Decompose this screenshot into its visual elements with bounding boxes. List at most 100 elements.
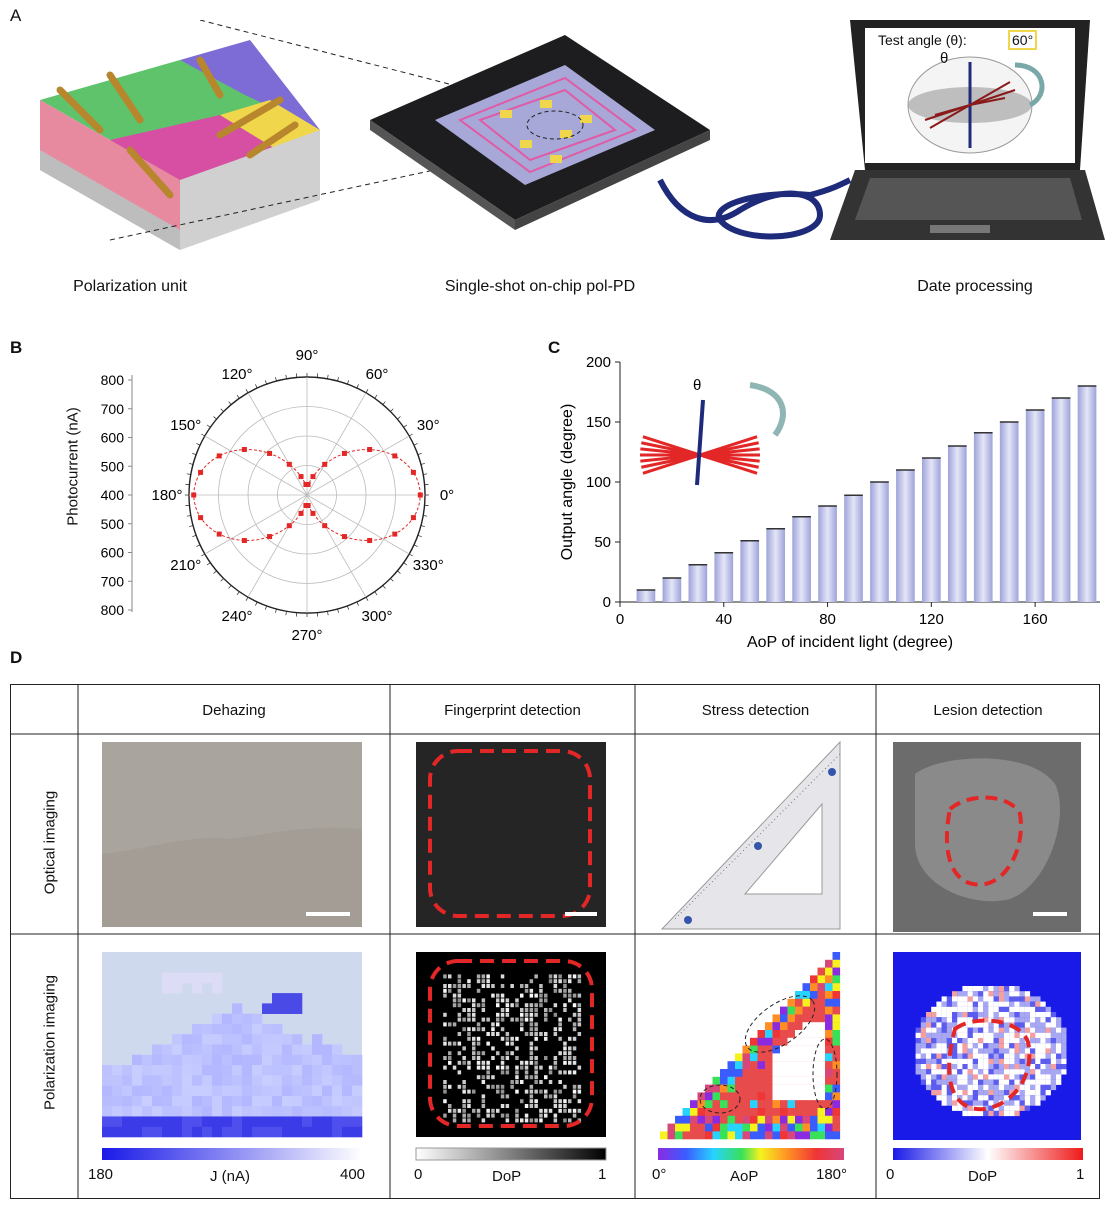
pixel [682, 1108, 691, 1116]
pixel [1050, 1069, 1057, 1075]
pixel [978, 1058, 984, 1065]
polar-point [241, 447, 247, 453]
pixel [342, 1126, 353, 1138]
pixel [1030, 1006, 1036, 1013]
pixel [832, 983, 841, 992]
pixel [1045, 1038, 1051, 1044]
pixel [832, 1108, 841, 1116]
pixel [1035, 1069, 1041, 1075]
pixel [780, 1053, 788, 1062]
pixel [780, 1123, 788, 1132]
polar-outer-tick [220, 408, 224, 412]
pixel [212, 972, 223, 984]
pixel [472, 1027, 476, 1032]
pixel [332, 1106, 343, 1117]
pixel [682, 1115, 691, 1124]
pixel [757, 1030, 766, 1038]
pixel [972, 1095, 979, 1101]
pixel [998, 1069, 1005, 1075]
pixel [252, 1095, 263, 1107]
pixel [825, 975, 833, 984]
pixel [795, 1076, 803, 1085]
polar-outer-tick [374, 394, 378, 399]
pixel [1009, 1017, 1015, 1023]
pixel [352, 1126, 363, 1138]
pixel [232, 1126, 243, 1138]
pixel [920, 1064, 927, 1070]
pixel [172, 1054, 183, 1066]
pixel [443, 1089, 447, 1094]
pixel [443, 1099, 447, 1104]
pixel [735, 1076, 743, 1085]
pixel [481, 979, 486, 984]
pixel [292, 1065, 303, 1076]
pixel [978, 1064, 984, 1070]
pixel [486, 1108, 490, 1113]
pixel [967, 1043, 973, 1049]
pixel [202, 1054, 213, 1066]
pixel [312, 1044, 323, 1056]
pixel [192, 1075, 203, 1086]
polar-point [286, 461, 292, 467]
pixel [332, 1126, 343, 1138]
pixel [957, 996, 963, 1002]
pixel [697, 1131, 706, 1140]
pixel [1045, 1032, 1051, 1039]
pixel [496, 1003, 500, 1008]
screen-value: 60° [1008, 30, 1038, 50]
pixel [998, 1012, 1005, 1018]
pixel [817, 1053, 826, 1062]
pixel [926, 1043, 932, 1049]
pixel [132, 1085, 143, 1097]
pixel [962, 1048, 968, 1054]
polar-outer-tick [206, 424, 211, 428]
pixel [332, 1065, 343, 1076]
pixel [553, 1089, 558, 1094]
polar-spoke [306, 494, 410, 555]
pixel [534, 1099, 538, 1104]
pixel [553, 1056, 558, 1060]
pixel [941, 1012, 947, 1018]
pixel [520, 1022, 524, 1027]
pixel [757, 1131, 766, 1140]
pixel [832, 1053, 841, 1062]
pixel [787, 1100, 796, 1109]
pixel [682, 1131, 691, 1140]
pixel [765, 1115, 773, 1124]
pixel [292, 1075, 303, 1086]
pixel [936, 1084, 942, 1091]
pixel [967, 1110, 973, 1117]
pixel [742, 1131, 751, 1140]
pixel [946, 1074, 953, 1080]
pixel [332, 1085, 343, 1097]
pixel [742, 1076, 751, 1085]
pixel [983, 1095, 989, 1101]
pixel [957, 991, 963, 997]
radial-tick-label: 800 [101, 602, 125, 618]
pixel [952, 1058, 958, 1065]
polar-outer-tick [420, 525, 425, 527]
pixel [936, 1095, 942, 1101]
pixel [182, 1054, 193, 1066]
pixel [972, 1090, 979, 1096]
pixel [520, 1065, 524, 1070]
polar-outer-tick [236, 394, 240, 399]
pixel [534, 1032, 538, 1036]
caption-chip: Single-shot on-chip pol-PD [444, 278, 636, 295]
pixel [690, 1115, 698, 1124]
pixel [952, 1095, 958, 1101]
pixel [1004, 1058, 1010, 1065]
pixel [262, 1065, 273, 1076]
pixel [787, 1061, 796, 1070]
pixel [780, 1092, 788, 1101]
pixel [988, 1074, 994, 1080]
pixel [720, 1131, 728, 1140]
pixel [491, 1032, 495, 1036]
pixel [312, 1034, 323, 1045]
pixel [817, 1092, 826, 1101]
pixel [572, 1094, 577, 1099]
pixel [1019, 1017, 1025, 1023]
pixel [936, 1058, 942, 1065]
pixel [272, 1126, 283, 1138]
pixel [132, 1075, 143, 1086]
